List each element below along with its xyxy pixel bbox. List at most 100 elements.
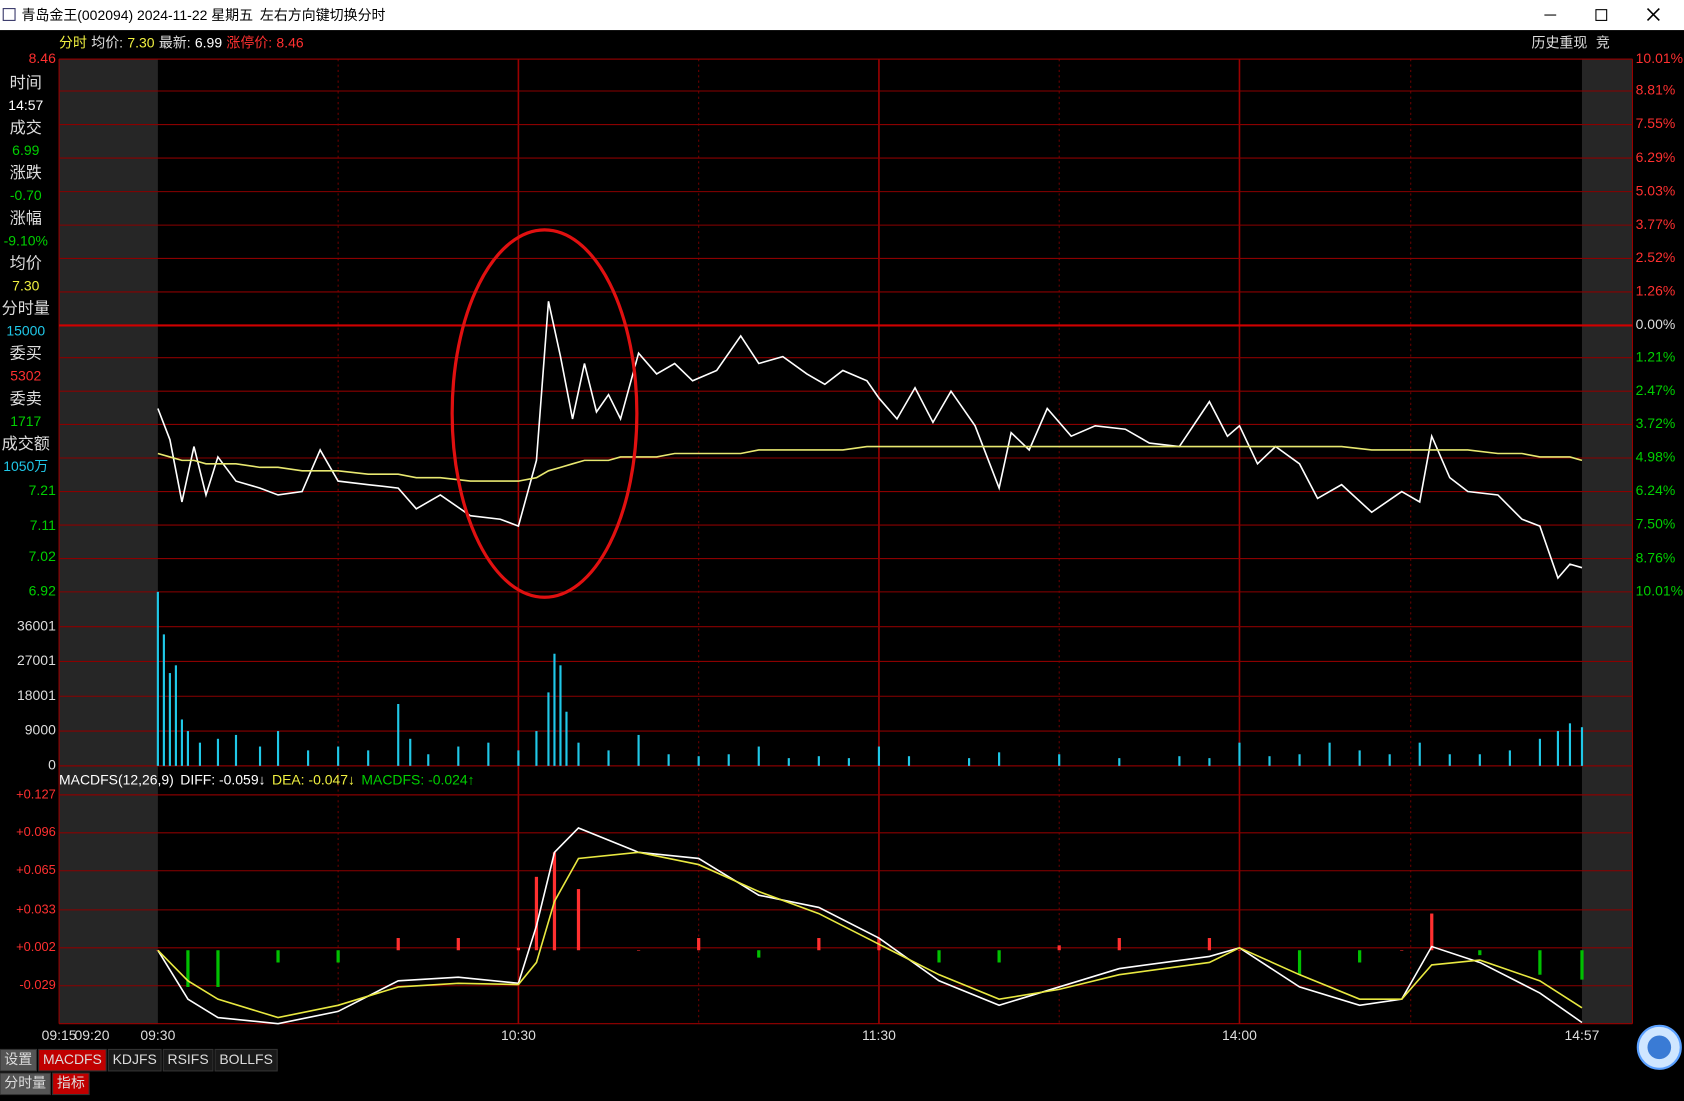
info-value: 14:57 [8, 97, 43, 113]
volume-bar [1208, 758, 1211, 766]
volume-bar [577, 742, 580, 766]
volume-bar [565, 711, 568, 766]
y2-tick-label: 3.77% [1636, 216, 1676, 232]
y-tick-label: +0.033 [16, 901, 56, 916]
y-tick-label: 7.11 [30, 517, 56, 533]
volume-bar [1058, 754, 1061, 766]
volume-bar [553, 653, 556, 766]
y2-tick-label: 10.01% [1636, 583, 1683, 599]
y2-tick-label: 10.01% [1636, 50, 1683, 66]
macd-bar [216, 950, 220, 987]
macd-header-item: MACDFS: -0.024↑ [361, 772, 474, 788]
volume-bar [186, 731, 189, 766]
volume-bar [1580, 727, 1584, 766]
app-icon [2, 8, 16, 21]
macd-bar [1400, 950, 1404, 951]
y-tick-label: 36001 [17, 617, 56, 633]
macd-bar [937, 950, 941, 963]
title-bar [0, 0, 1684, 31]
info-value: 15000 [6, 323, 45, 339]
tab[interactable] [0, 1048, 38, 1072]
volume-bar [427, 754, 430, 766]
y-tick-label: 7.21 [29, 482, 56, 498]
info-value: 1717 [10, 413, 41, 429]
macd-bar [336, 950, 340, 963]
volume-bar [198, 742, 202, 766]
volume-bar [1448, 754, 1451, 766]
macd-bar [817, 938, 821, 951]
tab[interactable] [0, 1072, 52, 1096]
tab-label[interactable]: 分时量 [4, 1075, 46, 1091]
series-line [157, 445, 1583, 482]
y2-tick-label: 8.76% [1636, 549, 1676, 565]
tab[interactable] [52, 1072, 90, 1096]
tab[interactable] [38, 1048, 107, 1072]
tab[interactable] [107, 1048, 162, 1072]
y-tick-label: 7.02 [29, 548, 56, 564]
x-tick-label: 09:15 [42, 1027, 77, 1043]
volume-bar [1388, 754, 1391, 766]
info-panel [0, 59, 56, 484]
info-label: 分时量 [2, 300, 50, 318]
tab-label[interactable]: 指标 [57, 1075, 85, 1091]
volume-bar [727, 754, 730, 766]
volume-bar [216, 738, 220, 766]
series-line [157, 827, 1583, 1025]
top-button[interactable]: 竞 [1596, 35, 1610, 51]
tab-label[interactable]: BOLLFS [219, 1051, 273, 1067]
restore-button[interactable] [1595, 9, 1608, 21]
y2-tick-label: 7.55% [1636, 115, 1676, 131]
y2-tick-label: 5.03% [1636, 182, 1676, 198]
y2-tick-label: 4.98% [1636, 449, 1676, 465]
tab-label[interactable]: 设置 [4, 1051, 32, 1067]
x-tick-label: 09:20 [75, 1027, 110, 1043]
volume-bar [547, 692, 550, 766]
info-label: 时间 [10, 74, 42, 92]
tab-label[interactable]: MACDFS [43, 1051, 102, 1067]
top-button[interactable]: 历史重现 [1531, 35, 1587, 51]
volume-bar [559, 665, 562, 766]
x-tick-label: 10:30 [501, 1027, 536, 1043]
info-label: 成交额 [2, 435, 50, 453]
macd-bar [1430, 913, 1434, 951]
macd-header-item: MACDFS(12,26,9) [59, 772, 174, 788]
volume-bar [998, 752, 1001, 766]
info-value: 6.99 [12, 142, 39, 158]
x-tick-label: 14:57 [1565, 1027, 1600, 1043]
volume-bar [307, 750, 310, 766]
tab[interactable] [214, 1048, 278, 1072]
volume-bar [174, 665, 177, 766]
macd-bar [186, 950, 190, 987]
info-label: 均价 [10, 254, 42, 272]
y2-tick-label: 8.81% [1636, 82, 1676, 98]
window-title: 青岛金王(002094) 2024-11-22 星期五 [21, 7, 253, 23]
y2-tick-label: 1.26% [1636, 283, 1676, 299]
macd-bar [1237, 950, 1242, 951]
tab-label[interactable]: RSIFS [168, 1051, 209, 1067]
volume-bar [1418, 742, 1421, 766]
macd-bar [276, 950, 280, 963]
assistant-face [1647, 1035, 1672, 1060]
header-item: 7.30 [127, 35, 154, 51]
volume-bar [517, 750, 520, 766]
y-tick-label: +0.002 [16, 939, 56, 954]
y2-tick-label: 6.29% [1636, 149, 1676, 165]
macd-bar [1580, 950, 1584, 980]
y-tick-label: 27001 [17, 652, 56, 668]
header-item: 最新: [159, 35, 191, 51]
volume-bar [907, 756, 911, 766]
volume-bar [1268, 756, 1271, 766]
volume-bar [1508, 750, 1511, 766]
macd-bar [396, 938, 400, 951]
close-button[interactable] [1646, 8, 1660, 21]
header-item: 涨停价: [226, 35, 272, 51]
volume-bar [457, 746, 460, 766]
macd-bar [1538, 950, 1542, 975]
macd-bar [1207, 938, 1212, 951]
tab-label[interactable]: KDJFS [113, 1051, 157, 1067]
volume-bar [1538, 738, 1541, 766]
tab[interactable] [162, 1048, 214, 1072]
y-tick-label: +0.096 [16, 824, 56, 839]
info-label: 涨跌 [10, 164, 42, 182]
